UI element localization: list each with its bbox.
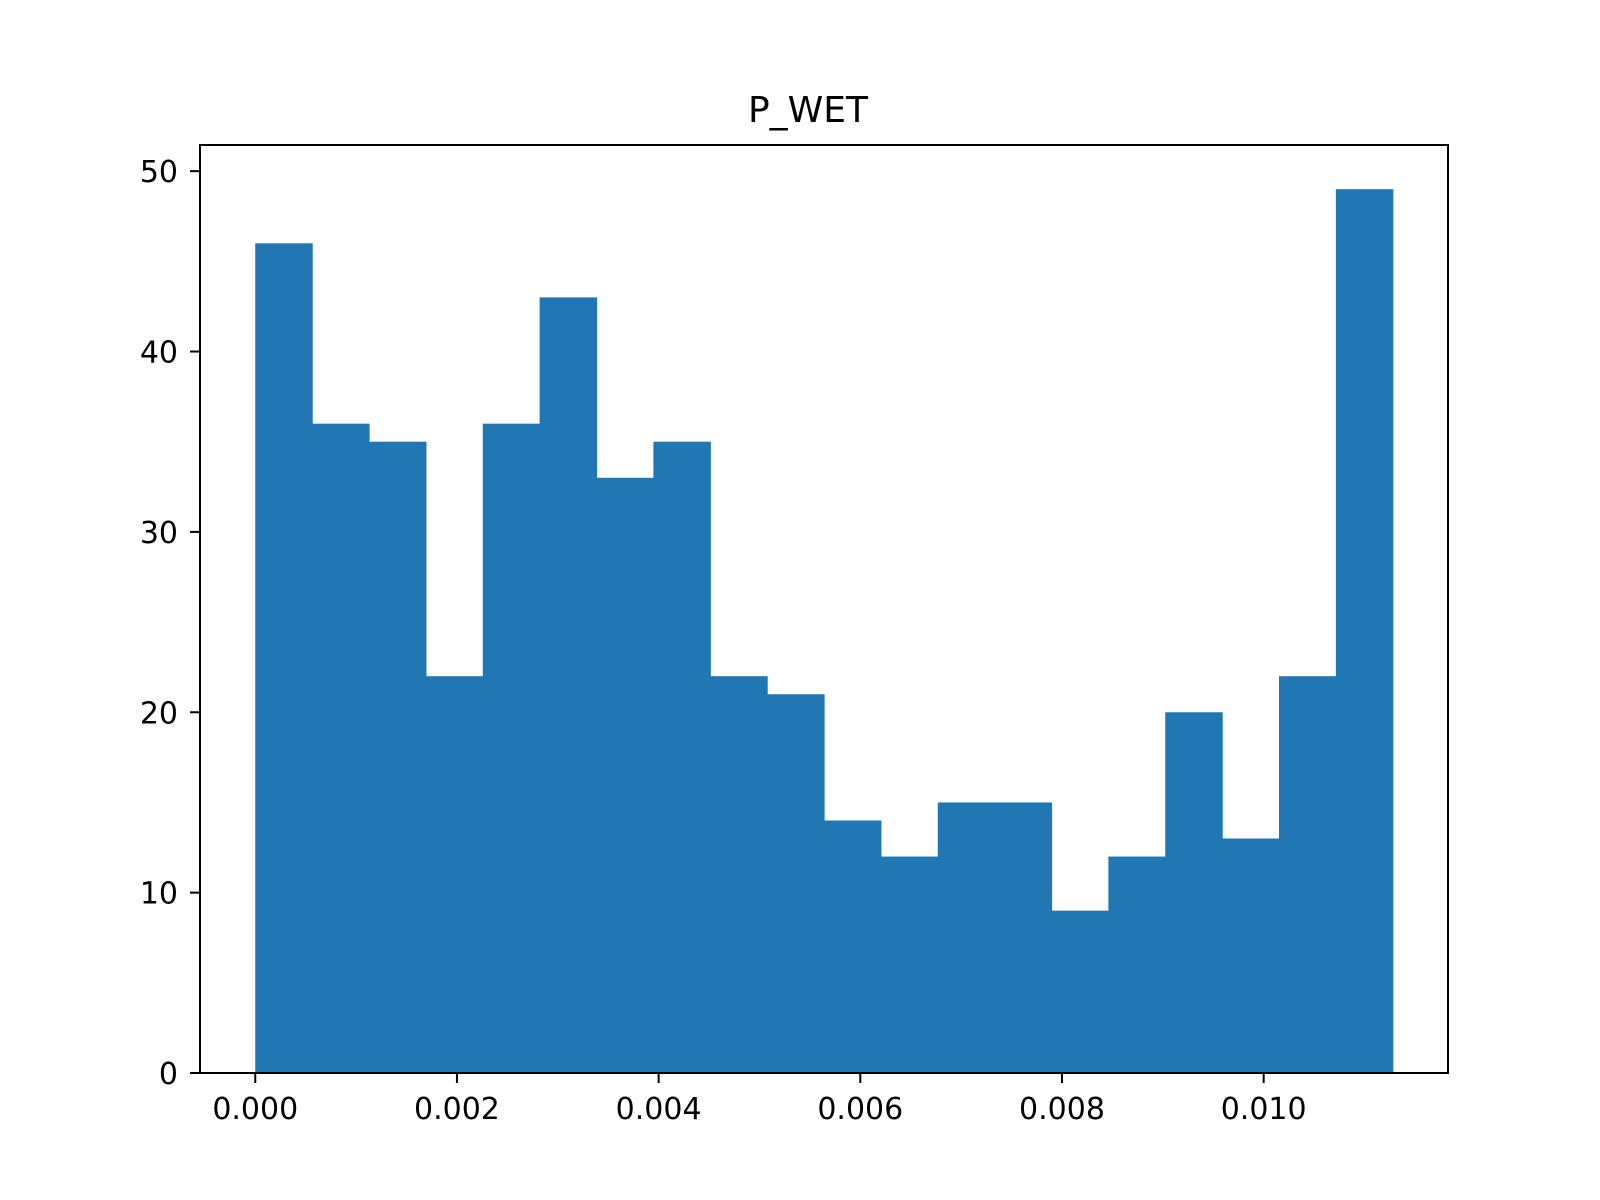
histogram-bar	[596, 477, 654, 1073]
histogram-bar	[1051, 910, 1109, 1073]
y-tick-label: 50	[140, 155, 178, 190]
histogram-bar	[369, 441, 427, 1073]
x-tick-label: 0.008	[1019, 1092, 1105, 1127]
histogram-bar	[1335, 189, 1394, 1073]
histogram-bar	[1165, 712, 1223, 1073]
histogram-bar	[1222, 838, 1280, 1073]
histogram-bar	[710, 676, 768, 1073]
histogram-bar	[255, 243, 313, 1073]
histogram-bar	[1108, 856, 1166, 1073]
histogram-bar	[482, 423, 541, 1074]
y-axis: 0 10 20 30 40 50	[140, 155, 200, 1092]
histogram-bar	[880, 856, 939, 1073]
x-tick-label: 0.002	[414, 1092, 500, 1127]
histogram-bar	[312, 423, 370, 1074]
histogram-bar	[539, 297, 598, 1073]
histogram-bar	[767, 694, 825, 1073]
y-tick-label: 30	[140, 516, 178, 551]
chart-title: P_WET	[748, 90, 869, 131]
y-tick-label: 20	[140, 696, 178, 731]
histogram-bar	[994, 802, 1053, 1073]
y-tick-label: 10	[140, 877, 178, 912]
bars-group	[255, 189, 1394, 1074]
x-tick-label: 0.010	[1221, 1092, 1307, 1127]
histogram-bar	[653, 441, 711, 1073]
y-tick-label: 0	[159, 1057, 178, 1092]
x-tick-label: 0.000	[212, 1092, 298, 1127]
plot-frame	[199, 144, 1449, 1074]
histogram-bar	[1278, 676, 1337, 1073]
x-axis: 0.000 0.002 0.004 0.006 0.008 0.010	[212, 1073, 1307, 1127]
histogram-bar	[425, 676, 484, 1073]
histogram-bar	[937, 802, 996, 1073]
histogram-bar	[824, 820, 882, 1073]
x-tick-label: 0.006	[817, 1092, 903, 1127]
y-tick-label: 40	[140, 336, 178, 371]
x-tick-label: 0.004	[616, 1092, 702, 1127]
